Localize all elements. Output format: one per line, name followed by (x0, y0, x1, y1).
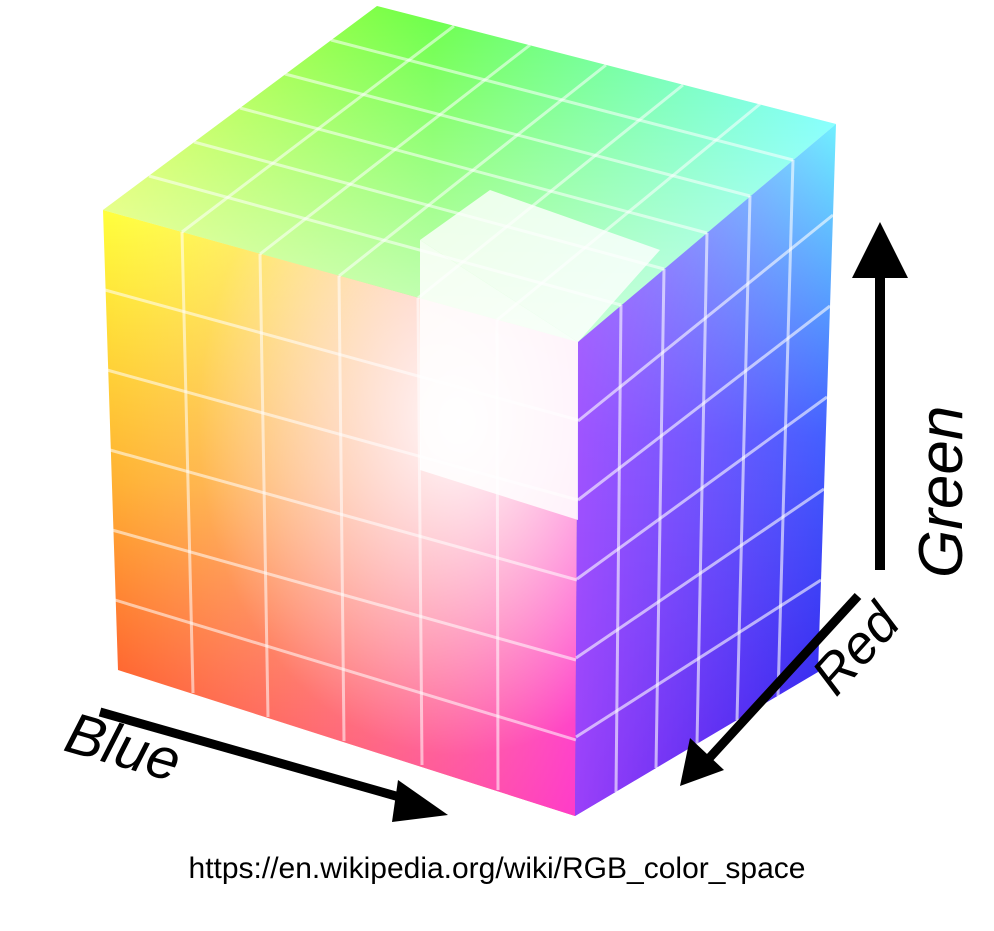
green-axis-label: Green (907, 406, 976, 578)
red-axis-arrow (680, 592, 862, 786)
cube-right-face (575, 124, 836, 816)
source-url-caption[interactable]: https://en.wikipedia.org/wiki/RGB_color_… (188, 852, 806, 885)
top-face-grid (148, 24, 794, 322)
right-face-grid (575, 159, 834, 793)
blue-axis-arrow (98, 707, 448, 822)
green-axis-arrow (852, 222, 908, 570)
left-face-grid (104, 231, 579, 791)
blue-axis-label: Blue (58, 700, 188, 794)
cube-white-cutout (420, 190, 660, 520)
